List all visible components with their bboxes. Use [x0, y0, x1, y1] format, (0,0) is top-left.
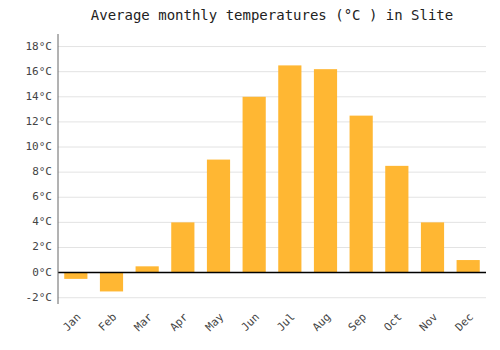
bar [136, 266, 159, 272]
bar [207, 160, 230, 273]
bar [314, 69, 337, 272]
bar [243, 97, 266, 273]
grid-line [58, 272, 486, 273]
y-tick-label: 8°C [32, 165, 52, 178]
zero-line [58, 272, 486, 274]
y-tick-label: 4°C [32, 215, 52, 228]
grid [58, 47, 486, 298]
x-tick-label: Mar [132, 310, 156, 334]
bar [278, 65, 301, 272]
x-axis: Jan Feb Mar Apr May Jun Jul Aug Sep Oct Nov Dec [60, 310, 476, 334]
y-tick-label: 12°C [26, 115, 53, 128]
y-tick-label: 14°C [26, 90, 53, 103]
x-tick-label: Sep [346, 311, 369, 334]
bars [58, 65, 486, 291]
chart: Average monthly temperatures (°C ) in Sl… [0, 0, 500, 350]
y-axis: -2°C 0°C 2°C 4°C 6°C 8°C 10°C 12°C 14°C 16°C 18°C [26, 40, 53, 304]
y-tick-label: 18°C [26, 40, 53, 53]
chart-container: Average monthly temperatures (°C ) in Sl… [0, 0, 500, 350]
bar [171, 222, 194, 272]
grid-line [58, 297, 486, 298]
x-tick-label: Oct [381, 311, 404, 334]
y-tick-label: 16°C [26, 65, 53, 78]
x-tick-label: Jul [274, 311, 297, 334]
y-axis-line [58, 34, 59, 304]
x-tick-label: Nov [417, 310, 441, 334]
grid-line [58, 96, 486, 97]
x-tick-label: Feb [96, 311, 119, 334]
grid-line [58, 71, 486, 72]
y-tick-label: 0°C [32, 266, 52, 279]
grid-line [58, 46, 486, 47]
x-tick-label: Dec [453, 311, 476, 334]
x-tick-label: Jun [239, 311, 262, 334]
y-tick-label: 6°C [32, 190, 52, 203]
title: Average monthly temperatures (°C ) in Sl… [91, 7, 453, 23]
bar [100, 273, 123, 292]
bar [385, 166, 408, 273]
grid-line [58, 172, 486, 173]
bar [457, 260, 480, 273]
bar [64, 273, 87, 279]
y-tick-label: 10°C [26, 140, 53, 153]
bar [421, 222, 444, 272]
y-tick-label: -2°C [26, 291, 53, 304]
grid-line [58, 197, 486, 198]
x-tick-label: Aug [310, 311, 333, 334]
x-tick-label: Jan [60, 311, 83, 334]
grid-line [58, 121, 486, 122]
grid-line [58, 147, 486, 148]
x-tick-label: Apr [167, 310, 191, 334]
x-tick-label: May [203, 310, 227, 334]
bar [350, 116, 373, 273]
y-tick-label: 2°C [32, 240, 52, 253]
